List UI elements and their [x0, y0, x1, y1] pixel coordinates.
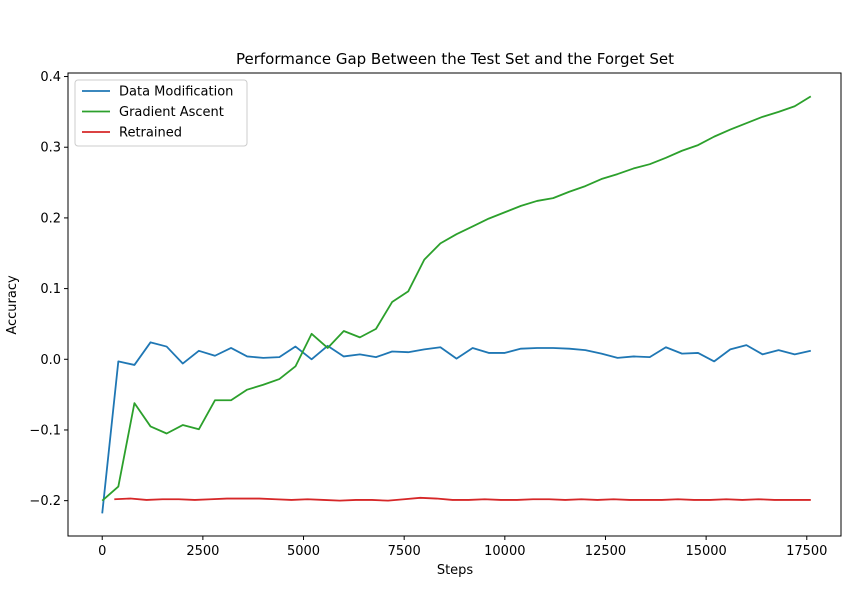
legend: Data Modification Gradient Ascent Retraine… [74, 79, 248, 147]
series-line-retrained [114, 496, 811, 502]
x-tick-label: 17500 [786, 544, 827, 559]
series-line-gradient-ascent [101, 95, 812, 502]
x-axis-label: Steps [437, 563, 474, 578]
x-tick-label: 10000 [484, 544, 525, 559]
plot-area [68, 73, 841, 536]
x-tick-label: 0 [98, 544, 106, 559]
x-tick-label: 5000 [287, 544, 320, 559]
x-tick-label: 7500 [388, 544, 421, 559]
y-axis: −0.2 −0.1 0.0 0.1 0.2 0.3 0.4 [29, 70, 68, 509]
series-line-data-modification [101, 341, 811, 514]
plot-frame [67, 72, 842, 537]
legend-label: Retrained [119, 126, 182, 141]
x-tick-label: 2500 [186, 544, 219, 559]
x-tick-label: 15000 [685, 544, 726, 559]
y-tick-label: 0.3 [40, 141, 61, 156]
y-tick-label: 0.1 [40, 282, 61, 297]
y-tick-label: 0.2 [40, 211, 61, 226]
chart-title: Performance Gap Between the Test Set and… [236, 50, 674, 68]
legend-label: Data Modification [119, 85, 233, 100]
x-tick-label: 12500 [585, 544, 626, 559]
x-axis: 0 2500 5000 7500 10000 12500 15000 17500 [98, 536, 827, 559]
y-tick-label: −0.2 [29, 494, 61, 509]
series-layer [101, 95, 812, 514]
y-tick-label: 0.4 [40, 70, 61, 85]
legend-label: Gradient Ascent [119, 105, 224, 120]
y-tick-label: −0.1 [29, 423, 61, 438]
legend-box [74, 79, 248, 147]
y-axis-label: Accuracy [5, 275, 20, 335]
y-tick-label: 0.0 [40, 353, 61, 368]
